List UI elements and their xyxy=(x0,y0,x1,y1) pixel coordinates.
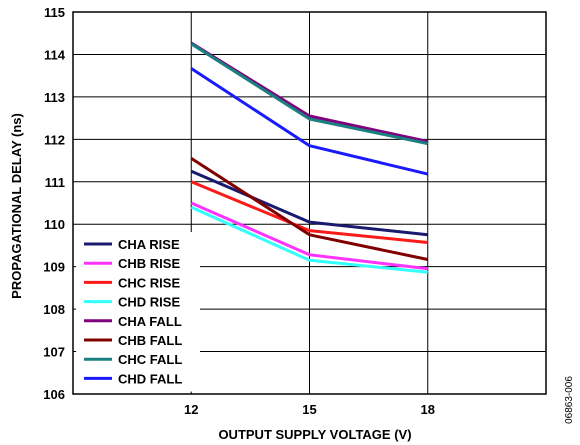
y-tick-label: 107 xyxy=(43,345,65,360)
legend-label: CHA FALL xyxy=(118,314,182,329)
legend-label: CHA RISE xyxy=(118,237,180,252)
series-line-chd-rise xyxy=(190,205,428,274)
y-tick-labels: 106 107 108 109 110 111 112 113 114 115 xyxy=(43,5,65,402)
y-tick-label: 108 xyxy=(43,302,65,317)
series-line-chc-rise xyxy=(190,180,428,244)
y-tick-label: 112 xyxy=(44,132,65,147)
y-tick-label: 113 xyxy=(44,90,65,105)
y-tick-label: 106 xyxy=(43,387,65,402)
y-axis-label: PROPAGATIONAL DELAY (ns) xyxy=(9,113,24,299)
series-line-chd-fall xyxy=(190,67,429,176)
y-tick-label: 115 xyxy=(44,5,65,20)
series-line-chb-rise xyxy=(190,201,428,271)
legend: CHA RISE CHB RISE CHC RISE CHD RISE CHA FALL… xyxy=(76,232,200,392)
series-line-chb-fall xyxy=(190,157,429,261)
y-tick-label: 114 xyxy=(44,47,66,62)
legend-label: CHC FALL xyxy=(118,352,182,367)
legend-label: CHB FALL xyxy=(118,333,182,348)
legend-background xyxy=(76,232,200,392)
series-lines xyxy=(190,41,429,274)
x-tick-label: 15 xyxy=(302,402,316,417)
legend-label: CHC RISE xyxy=(118,275,180,290)
y-tick-label: 110 xyxy=(44,217,65,232)
series-line-chc-fall xyxy=(190,42,429,146)
legend-label: CHD RISE xyxy=(118,295,180,310)
x-tick-labels: 12 15 18 xyxy=(184,402,435,417)
x-tick-label: 12 xyxy=(184,402,198,417)
y-tick-label: 109 xyxy=(43,260,65,275)
x-tick-label: 18 xyxy=(421,402,435,417)
legend-label: CHD FALL xyxy=(118,371,182,386)
legend-label: CHB RISE xyxy=(118,256,180,271)
x-axis-label: OUTPUT SUPPLY VOLTAGE (V) xyxy=(218,427,411,442)
y-tick-label: 111 xyxy=(45,175,65,190)
figure-id-footnote: 06863-006 xyxy=(564,376,575,424)
series-line-cha-rise xyxy=(190,169,428,237)
